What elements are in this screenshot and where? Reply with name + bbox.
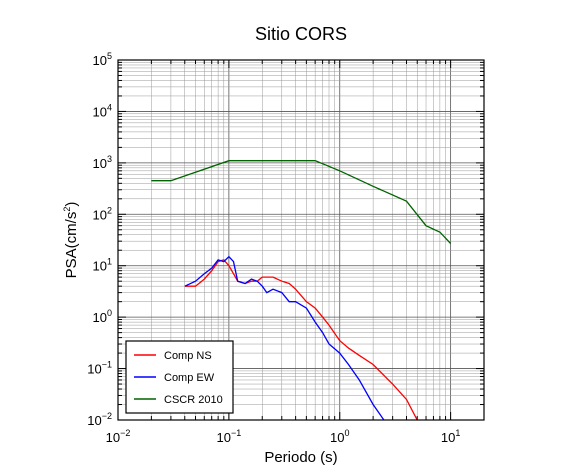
y-tick-label: 101 [93,257,112,274]
y-tick-label-base: 10 [93,259,107,274]
y-tick-label-base: 10 [93,207,107,222]
x-tick-label-base: 10 [330,430,344,445]
y-tick-label: 102 [93,205,112,222]
legend-label: Comp EW [164,372,215,384]
x-tick-label-exp: 0 [344,428,349,438]
series-line-3 [151,160,452,244]
x-tick-label: 10−1 [217,428,242,445]
y-tick-label-exp: 5 [107,51,112,61]
y-tick-label-base: 10 [93,310,107,325]
x-tick-label-base: 10 [217,430,231,445]
x-tick-label-base: 10 [106,430,120,445]
y-tick-label: 103 [93,154,112,171]
y-tick-label-base: 10 [93,156,107,171]
y-axis-label: PSA(cm/s2) [62,202,80,279]
y-tick-label: 10−2 [87,411,112,428]
y-axis-label-sup: 2 [62,207,72,212]
y-axis-label-end: ) [63,202,80,207]
legend-items: Comp NS Comp EW CSCR 2010 [134,350,223,406]
y-tick-label-exp: 2 [107,205,112,215]
y-tick-label-exp: −2 [102,411,112,421]
y-tick-label-exp: −1 [102,360,112,370]
legend: Comp NS Comp EW CSCR 2010 [125,340,234,414]
plot-frame [117,59,485,421]
grid-lines [117,59,485,421]
x-tick-label-exp: −2 [120,428,130,438]
legend-label: CSCR 2010 [164,394,223,406]
y-tick-label: 10−1 [87,360,112,377]
y-tick-label-base: 10 [93,104,107,119]
y-tick-label-base: 10 [87,413,101,428]
x-tick-label: 10−2 [106,428,131,445]
series-line-2 [184,255,385,420]
y-tick-label-base: 10 [87,362,101,377]
y-tick-label-base: 10 [93,53,107,68]
y-tick-label: 105 [93,51,112,68]
y-tick-label-exp: 4 [107,102,112,112]
legend-label: Comp NS [164,350,212,362]
x-axis-label: Periodo (s) [264,449,337,466]
y-tick-label-exp: 3 [107,154,112,164]
y-tick-label-exp: 1 [107,257,112,267]
y-tick-label: 104 [93,102,112,119]
y-tick-label-exp: 0 [107,308,112,318]
y-tick-label: 100 [93,308,112,325]
series-layer [151,160,452,420]
x-tick-label: 100 [330,428,349,445]
x-tick-label-exp: 1 [455,428,460,438]
x-tick-label-exp: −1 [231,428,241,438]
x-tick-labels: 10−2 10−1 100 101 [106,428,461,445]
y-axis-label-base: PSA(cm/s [63,212,80,279]
chart-title: Sitio CORS [255,24,347,44]
x-tick-label: 101 [441,428,460,445]
x-tick-label-base: 10 [441,430,455,445]
